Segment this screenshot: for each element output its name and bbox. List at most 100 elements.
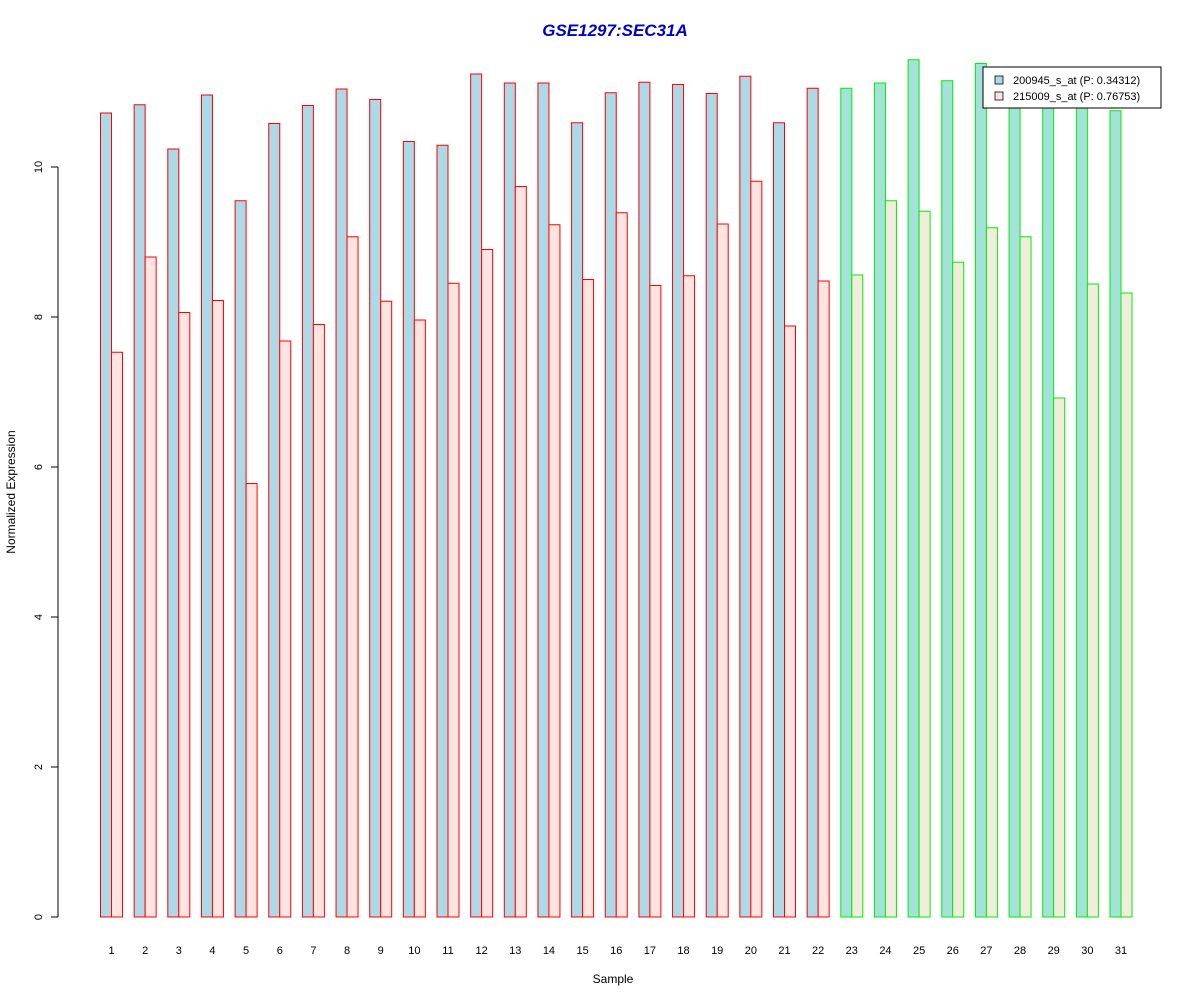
legend-box [982, 66, 1162, 109]
bar-series2-sample-28 [1019, 236, 1032, 918]
legend-label-2: 215009_s_at (P: 0.76753) [1013, 91, 1140, 103]
x-tick-label: 11 [442, 945, 453, 957]
chart-title: GSE1297:SEC31A [542, 21, 688, 40]
x-tick-label: 6 [277, 945, 283, 957]
bar-series2-sample-27 [985, 227, 998, 918]
bar-series1-sample-2 [133, 104, 146, 918]
y-tick-label: 10 [33, 161, 45, 173]
x-tick-label: 8 [344, 945, 350, 957]
x-tick-label: 19 [711, 945, 723, 957]
x-tick-label: 17 [644, 945, 656, 957]
x-tick-label: 25 [913, 945, 925, 957]
bar-series1-sample-17 [638, 81, 651, 918]
bar-series1-sample-18 [672, 84, 685, 918]
bar-series2-sample-13 [514, 186, 527, 918]
bar-series1-sample-4 [200, 94, 213, 918]
x-tick-label: 9 [378, 945, 384, 957]
bar-series2-sample-9 [380, 300, 393, 918]
bar-series1-sample-11 [436, 144, 449, 918]
bar-series2-sample-10 [413, 319, 426, 918]
legend-label-1: 200945_s_at (P: 0.34312) [1013, 75, 1140, 87]
bar-series1-sample-28 [1008, 106, 1021, 918]
bar-series2-sample-2 [144, 256, 157, 918]
x-axis-label: Sample [593, 972, 634, 986]
x-tick-label: 22 [812, 945, 824, 957]
bar-series2-sample-19 [716, 223, 729, 918]
x-tick-label: 5 [243, 945, 249, 957]
bar-series1-sample-10 [402, 141, 415, 918]
bar-series1-sample-14 [537, 82, 550, 918]
bar-series2-sample-17 [649, 285, 662, 918]
x-tick-label: 4 [209, 945, 215, 957]
bar-series2-sample-11 [447, 282, 460, 918]
x-tick-label: 2 [142, 945, 148, 957]
x-tick-label: 20 [745, 945, 757, 957]
bar-series1-sample-15 [571, 122, 584, 918]
legend-swatch-1 [994, 75, 1004, 85]
x-tick-label: 14 [543, 945, 555, 957]
x-tick-label: 15 [576, 945, 588, 957]
x-tick-label: 1 [108, 945, 114, 957]
bar-series2-sample-22 [817, 280, 830, 918]
bar-series2-sample-26 [952, 261, 965, 918]
x-tick-label: 7 [310, 945, 316, 957]
bar-series1-sample-13 [503, 82, 516, 918]
bar-series1-sample-7 [301, 105, 314, 918]
x-tick-label: 18 [677, 945, 689, 957]
y-tick-label: 6 [33, 464, 45, 470]
bar-series1-sample-1 [100, 112, 112, 918]
x-tick-label: 21 [778, 945, 790, 957]
bar-series1-sample-24 [873, 82, 886, 918]
y-tick-label: 2 [33, 764, 45, 770]
x-tick-label: 10 [408, 945, 420, 957]
bar-series2-sample-24 [884, 200, 897, 918]
bar-series2-sample-16 [615, 212, 628, 918]
bars-layer [100, 59, 1133, 918]
legend: 200945_s_at (P: 0.34312) 215009_s_at (P:… [982, 66, 1162, 109]
y-axis: 0 2 4 6 8 10 [33, 161, 59, 920]
bar-series2-sample-6 [279, 340, 292, 918]
bar-series1-sample-21 [773, 122, 785, 918]
y-tick-label: 0 [33, 914, 45, 920]
bar-series2-sample-20 [750, 180, 763, 918]
bar-series2-sample-15 [582, 279, 595, 918]
x-tick-label: 13 [509, 945, 521, 957]
x-tick-label: 28 [1014, 945, 1026, 957]
bar-series2-sample-3 [178, 312, 191, 918]
bar-series2-sample-12 [481, 249, 494, 918]
bar-series1-sample-3 [167, 148, 180, 918]
bar-series1-sample-26 [941, 80, 954, 918]
x-tick-label: 12 [476, 945, 488, 957]
bar-series1-sample-19 [705, 93, 718, 918]
bar-series2-sample-21 [784, 325, 796, 918]
bar-series1-sample-23 [840, 87, 853, 918]
bar-series2-sample-25 [918, 210, 931, 918]
y-tick-label: 8 [33, 314, 45, 320]
x-tick-label: 27 [980, 945, 992, 957]
bar-series2-sample-4 [211, 300, 224, 918]
x-tick-label: 24 [879, 945, 891, 957]
bar-series2-sample-1 [111, 351, 123, 918]
bar-series1-sample-6 [268, 123, 281, 918]
bar-series1-sample-20 [739, 75, 752, 918]
bar-series1-sample-29 [1042, 106, 1055, 918]
x-tick-label: 23 [846, 945, 858, 957]
bar-series2-sample-31 [1120, 292, 1133, 918]
bar-series2-sample-23 [851, 274, 864, 918]
x-tick-label: 30 [1081, 945, 1093, 957]
bar-series1-sample-9 [369, 99, 382, 918]
x-tick-labels: 1 2 3 4 5 6 7 8 9 10 11 12 13 14 15 16 17 18 19 20 21 22 23 24 2… [108, 945, 1127, 957]
x-tick-label: 31 [1115, 945, 1127, 957]
legend-swatch-2 [994, 91, 1004, 101]
bar-series1-sample-8 [335, 88, 348, 918]
bar-series1-sample-22 [806, 87, 819, 918]
x-tick-label: 26 [947, 945, 959, 957]
bar-series1-sample-12 [470, 73, 483, 918]
y-axis-label: Normalized Expression [4, 430, 18, 553]
bar-series2-sample-5 [245, 483, 258, 918]
bar-series1-sample-27 [974, 63, 987, 918]
x-tick-label: 16 [610, 945, 622, 957]
bar-series2-sample-8 [346, 236, 359, 918]
bar-series2-sample-29 [1053, 397, 1066, 918]
